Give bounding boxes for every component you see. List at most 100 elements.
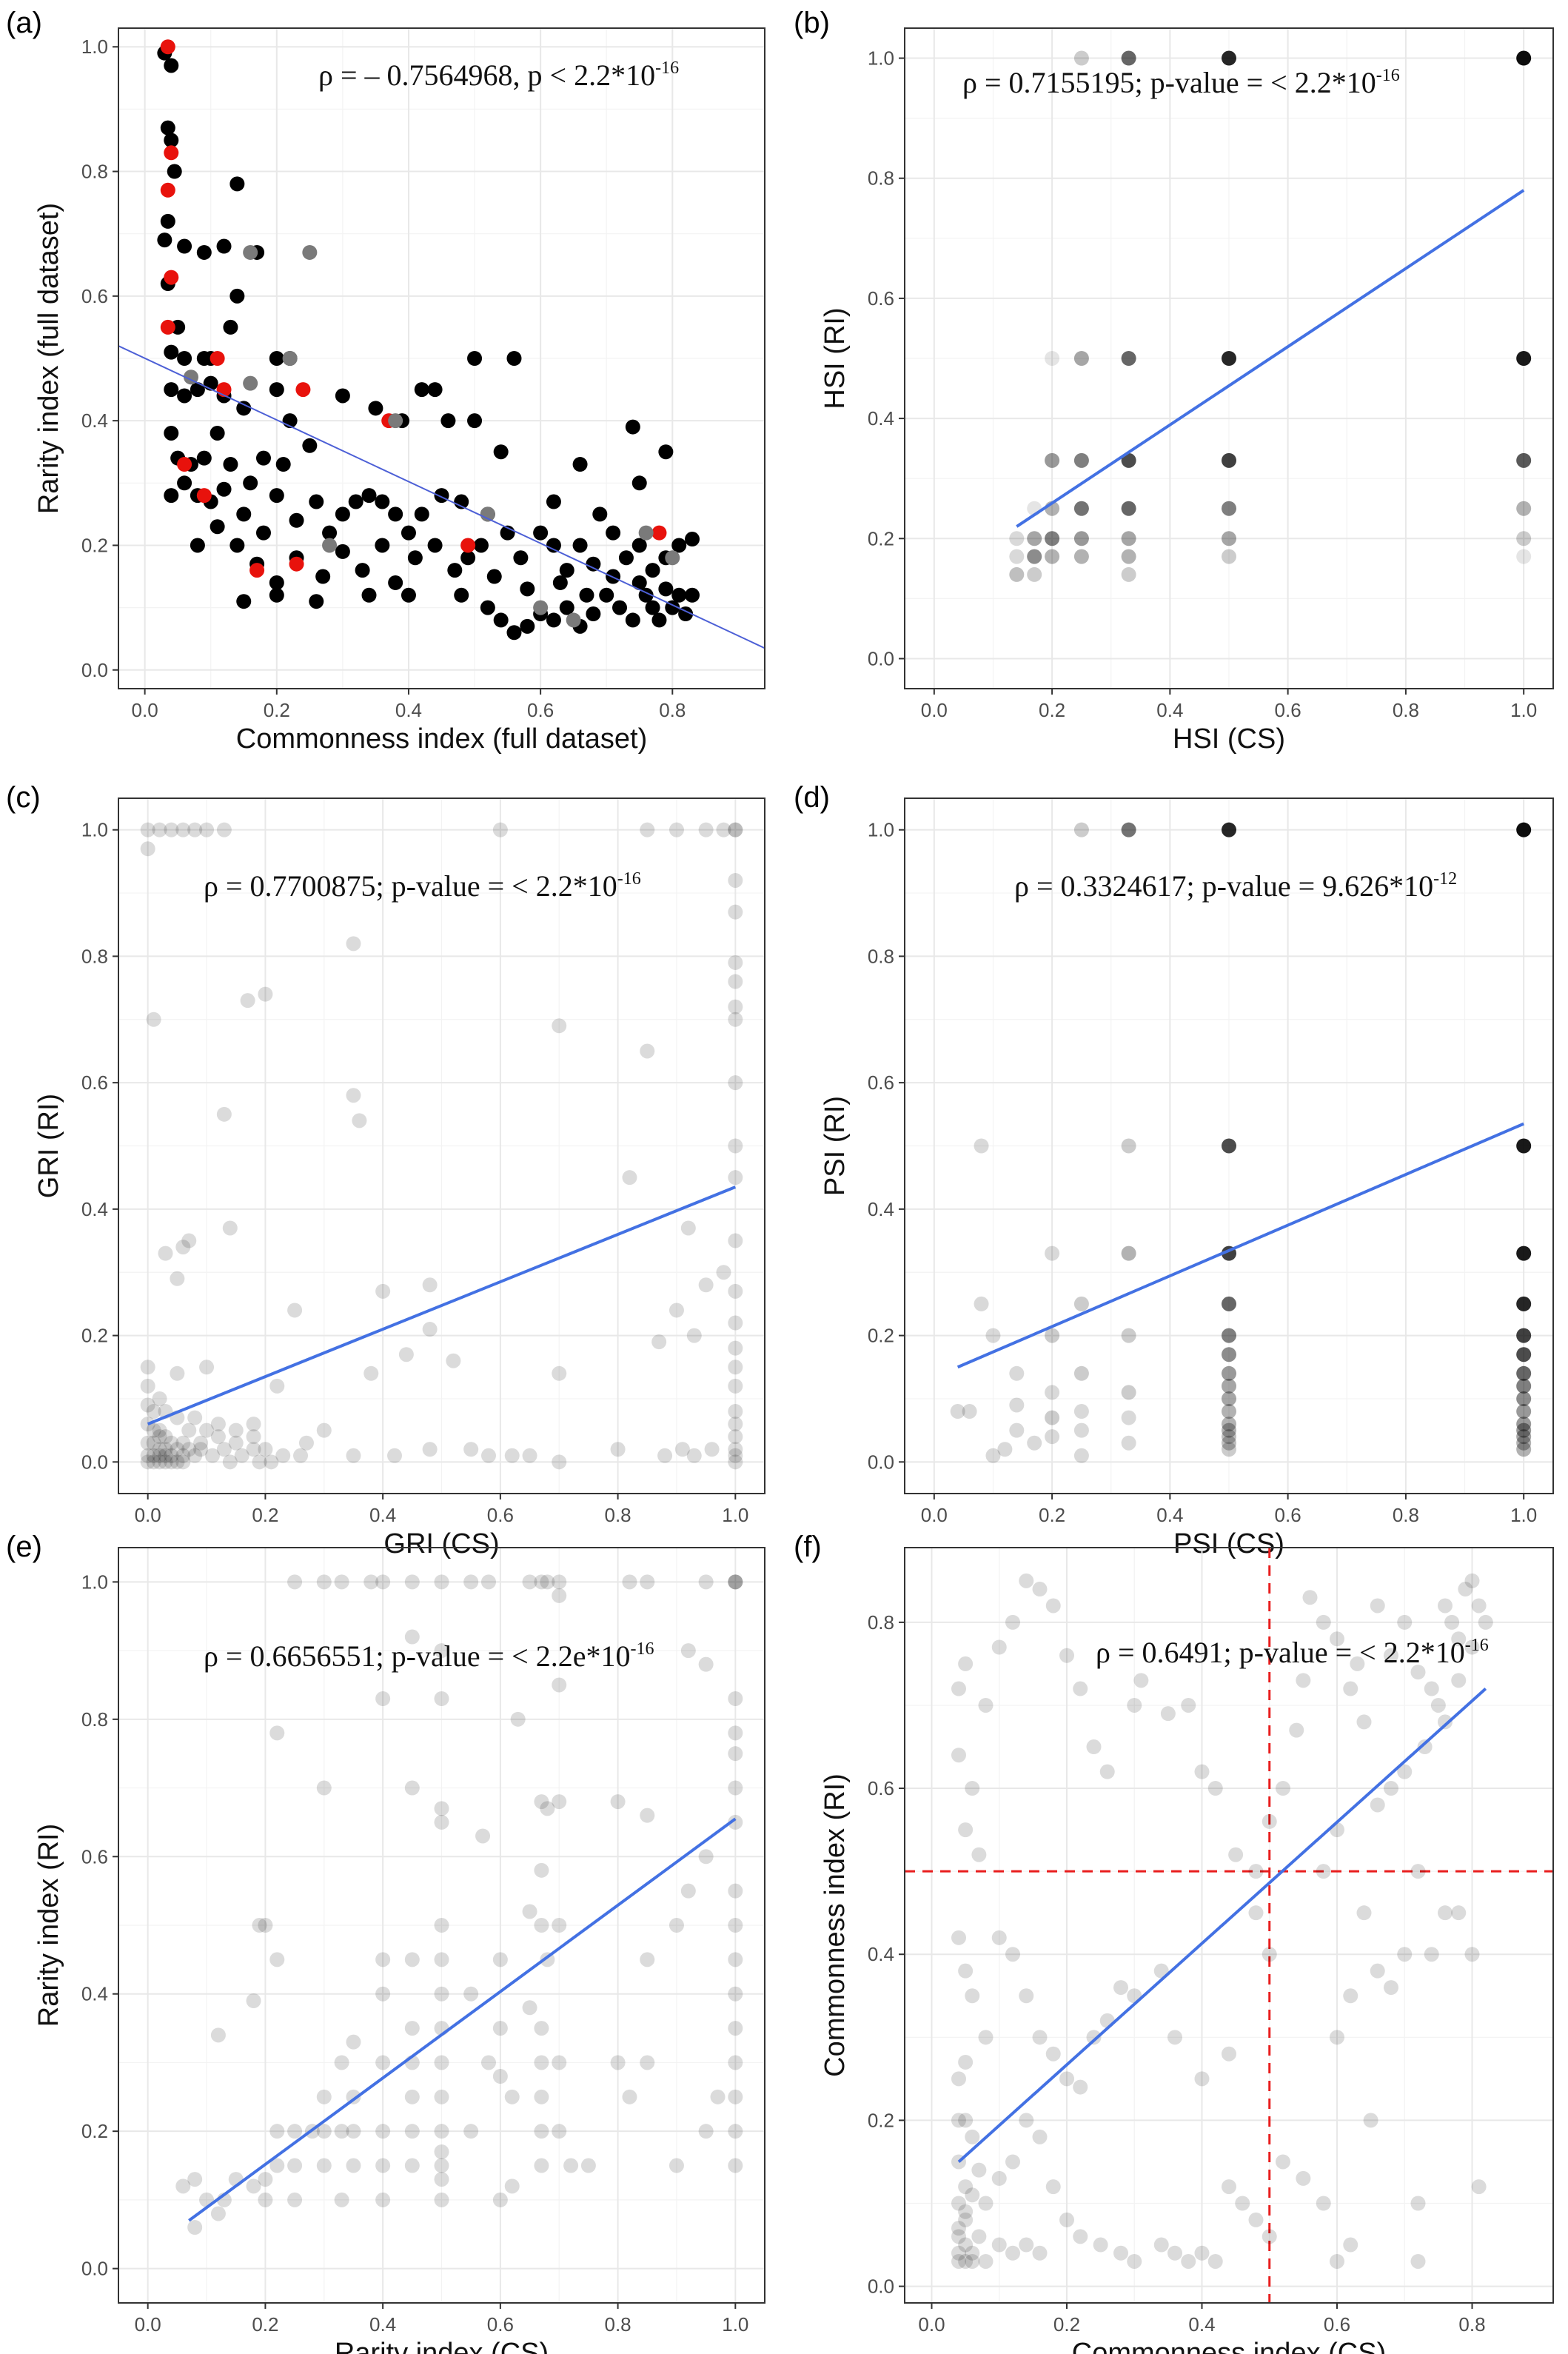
x-tick-label: 0.8: [605, 2313, 631, 2335]
data-point: [316, 1422, 332, 1438]
trend-line: [957, 1688, 1487, 2163]
data-point: [216, 822, 232, 837]
data-point: [728, 1574, 743, 1590]
data-point: [1451, 1673, 1467, 1688]
data-point: [236, 401, 252, 416]
data-point: [243, 375, 258, 391]
data-point: [728, 1315, 743, 1331]
data-point: [158, 1448, 173, 1463]
data-point: [158, 1245, 173, 1261]
data-point: [434, 1801, 449, 1816]
data-point: [552, 1574, 567, 1590]
y-tick-label: 0.0: [868, 2276, 894, 2298]
panel-label: (a): [6, 7, 42, 39]
data-point: [404, 2021, 420, 2036]
data-point: [1153, 2237, 1169, 2253]
data-point: [540, 1574, 555, 1590]
data-point: [388, 506, 403, 522]
data-point: [157, 233, 172, 248]
data-point: [1289, 1722, 1304, 1738]
data-point: [289, 512, 304, 528]
data-point: [1370, 1797, 1385, 1813]
data-point: [346, 2034, 361, 2050]
data-point: [1027, 566, 1042, 582]
x-axis-title: Commonness index (full dataset): [236, 723, 647, 755]
data-point: [1458, 1582, 1473, 1597]
data-point: [728, 1170, 743, 1186]
data-point: [1222, 1404, 1236, 1420]
data-point: [640, 1808, 655, 1823]
data-point: [243, 244, 258, 260]
data-point: [686, 1328, 702, 1343]
data-point: [728, 822, 743, 837]
data-point: [1276, 2154, 1290, 2170]
data-point: [631, 475, 647, 491]
data-point: [140, 1360, 155, 1375]
y-axis-title: Rarity index (full dataset): [33, 203, 64, 514]
data-point: [164, 133, 179, 148]
data-point: [140, 841, 155, 857]
data-point: [1370, 1598, 1385, 1614]
data-point: [1073, 1422, 1089, 1438]
data-point: [1019, 2113, 1034, 2128]
data-point: [287, 1574, 303, 1590]
data-point: [978, 2196, 994, 2211]
data-point: [404, 1952, 420, 1967]
data-point: [287, 2158, 303, 2173]
correlation-annotation: ρ = – 0.7564968, p < 2.2*10-16: [318, 58, 679, 92]
data-point: [434, 2089, 449, 2104]
data-point: [1464, 1639, 1480, 1655]
data-point: [140, 1378, 155, 1394]
data-point: [434, 2124, 449, 2139]
data-point: [258, 1442, 273, 1457]
data-point: [375, 1574, 391, 1590]
x-tick-label: 0.0: [135, 2313, 161, 2335]
data-point: [193, 1442, 209, 1457]
data-point: [1167, 2030, 1182, 2045]
x-axis-title: Rarity index (CS): [335, 2338, 549, 2354]
data-point: [1073, 501, 1089, 516]
data-point: [361, 587, 377, 603]
data-point: [1222, 501, 1236, 516]
data-point: [434, 2192, 449, 2207]
data-point: [513, 550, 529, 566]
y-tick-label: 0.0: [868, 1451, 894, 1473]
data-point: [492, 2021, 508, 2036]
data-point: [1073, 1404, 1089, 1420]
data-point: [158, 1429, 173, 1445]
data-point: [158, 1442, 173, 1457]
y-tick-label: 0.4: [81, 1198, 108, 1220]
data-point: [651, 612, 667, 628]
data-point: [269, 575, 284, 590]
data-point: [243, 475, 258, 491]
data-point: [302, 244, 318, 260]
data-point: [522, 1574, 537, 1590]
data-point: [1451, 1905, 1467, 1921]
data-point: [346, 936, 361, 952]
points-group: [951, 1573, 1493, 2269]
data-point: [559, 600, 574, 615]
data-point: [240, 993, 255, 1009]
data-point: [645, 600, 660, 615]
data-point: [1438, 1905, 1453, 1921]
data-point: [728, 1360, 743, 1375]
data-point: [196, 450, 212, 466]
trend-line: [1016, 189, 1525, 528]
data-point: [1316, 1864, 1331, 1879]
panel-label: (f): [794, 1531, 822, 1563]
data-point: [210, 1417, 226, 1432]
data-point: [1438, 1598, 1453, 1614]
data-point: [140, 822, 155, 837]
x-tick-label: 0.8: [1393, 699, 1419, 721]
data-point: [216, 238, 232, 254]
data-point: [978, 1697, 994, 1713]
data-point: [640, 2055, 655, 2070]
data-point: [728, 904, 743, 920]
data-point: [269, 2124, 285, 2139]
data-point: [1121, 452, 1136, 468]
points-group: [157, 39, 700, 641]
data-point: [1121, 822, 1136, 837]
data-point: [480, 600, 495, 615]
data-point: [1417, 1739, 1433, 1755]
data-point: [728, 1725, 743, 1741]
